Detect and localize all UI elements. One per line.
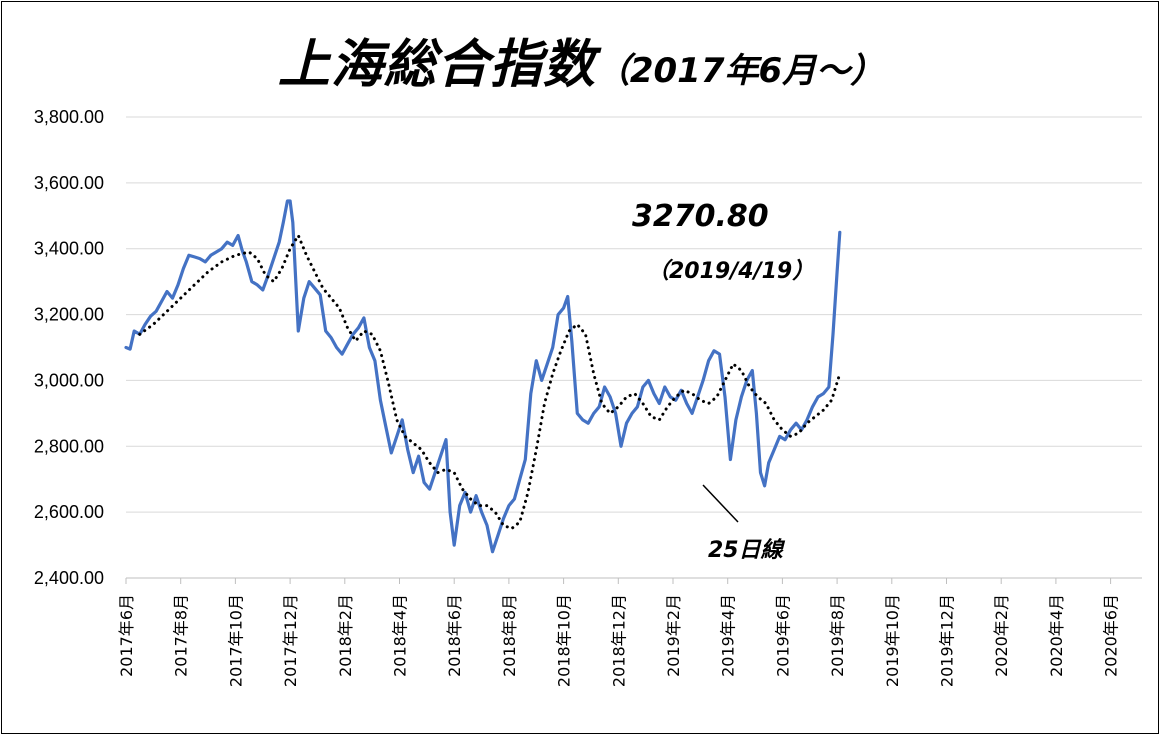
ma-label: 25日線 <box>708 537 786 563</box>
ma-leader-line <box>702 484 739 523</box>
x-tick-label: 2019年8月 <box>828 594 847 677</box>
y-tick-label: 2,800.00 <box>34 436 104 456</box>
x-tick-label: 2018年2月 <box>336 594 355 677</box>
series-line-ma25 <box>138 234 842 531</box>
x-tick-label: 2017年8月 <box>172 594 191 677</box>
x-tick-label: 2019年6月 <box>773 594 792 677</box>
y-tick-label: 2,400.00 <box>34 568 104 588</box>
x-axis: 2017年6月 2017年8月 2017年10月 2017年12月 2018年2月 201… <box>117 578 1121 687</box>
peak-date-label: （2019/4/19） <box>647 258 814 284</box>
x-tick-label: 2018年12月 <box>609 594 628 687</box>
x-tick-label: 2019年4月 <box>719 594 738 677</box>
x-tick-label: 2018年10月 <box>555 594 574 687</box>
x-tick-label: 2018年6月 <box>445 594 464 677</box>
y-tick-label: 3,800.00 <box>34 107 104 127</box>
y-tick-label: 3,200.00 <box>34 305 104 325</box>
x-tick-label: 2017年10月 <box>226 594 245 687</box>
x-tick-label: 2017年12月 <box>281 594 300 687</box>
x-tick-label: 2018年8月 <box>500 594 519 677</box>
chart-title-main: 上海総合指数 <box>277 35 596 95</box>
chart-title-sub: （2017年6月～） <box>595 51 885 91</box>
y-tick-label: 3,000.00 <box>34 370 104 390</box>
gridlines <box>126 116 1142 579</box>
chart-title: 上海総合指数（2017年6月～） <box>0 22 1162 97</box>
x-tick-label: 2019年10月 <box>883 594 902 687</box>
y-tick-label: 3,600.00 <box>34 173 104 193</box>
series-group <box>124 199 842 554</box>
y-axis: 3,800.00 3,600.00 3,400.00 3,200.00 3,000.00… <box>34 107 104 588</box>
y-tick-label: 2,600.00 <box>34 502 104 522</box>
peak-value-label: 3270.80 <box>632 199 769 234</box>
y-tick-label: 3,400.00 <box>34 239 104 259</box>
x-tick-label: 2019年2月 <box>664 594 683 677</box>
x-tick-label: 2020年4月 <box>1047 594 1066 677</box>
x-tick-label: 2017年6月 <box>117 594 136 677</box>
x-tick-label: 2020年6月 <box>1102 594 1121 677</box>
series-line-index <box>124 199 842 554</box>
x-tick-label: 2020年2月 <box>992 594 1011 677</box>
x-tick-label: 2018年4月 <box>391 594 410 677</box>
annotations: 3270.80 （2019/4/19） 25日線 <box>632 199 814 563</box>
x-tick-label: 2019年12月 <box>938 594 957 687</box>
